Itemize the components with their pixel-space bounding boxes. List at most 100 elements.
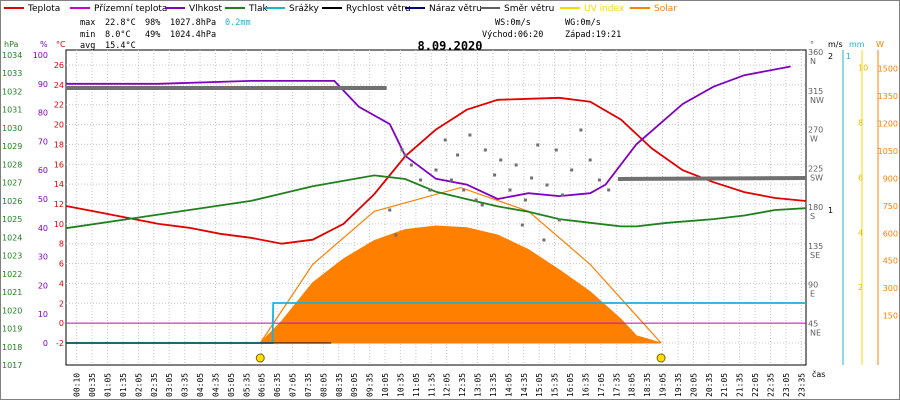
wind-direction-point [588,158,592,162]
w-tick: 900 [883,174,898,183]
x-tick-label: 00:35 [88,373,97,397]
uv-tick: 2 [858,283,863,292]
x-tick-label: 02:35 [150,373,159,397]
dir-card: E [810,290,815,299]
w-tick: 450 [883,257,898,266]
dir-tick: 225 [808,164,823,173]
x-tick-label: 06:05 [258,373,267,397]
wind-direction-point [400,148,404,152]
sun-marker [255,353,265,363]
mm-tick: 1 [846,52,851,61]
stats-sunrise: Východ:06:20 [482,30,543,40]
hpa-tick: 1026 [2,197,22,206]
pct-tick: 50 [38,195,48,204]
x-tick-label: 12:05 [443,373,452,397]
x-tick-label: 16:05 [566,373,575,397]
dir-tick: 270 [808,126,823,135]
x-tick-label: 16:35 [581,373,590,397]
dir-card: N [810,57,816,66]
hpa-tick: 1024 [2,233,22,242]
stats-block: max 22.8°C 98% 1027.8hPa 0.2mm min 8.0°C… [80,18,621,51]
legend: Teplota Přízemní teplota Vlhkost Tlak Srážky… [4,4,677,14]
temp-tick: 16 [54,160,64,169]
legend-label-1: Přízemní teplota [94,4,167,14]
series-layer [65,65,807,363]
wind-direction-point [449,178,453,182]
temp-tick: 4 [59,279,64,288]
sun-marker [656,353,666,363]
wind-direction-point [394,233,398,237]
x-tick-label: 09:05 [350,373,359,397]
dir-tick: 90 [808,281,818,290]
x-tick-label: 10:05 [381,373,390,397]
solar-theoretical-line [259,186,662,344]
hpa-tick: 1027 [2,179,22,188]
wind-direction-point [597,178,601,182]
x-tick-label: 04:05 [196,373,205,397]
temp-tick: 12 [54,200,64,209]
x-axis: 00:10 00:35 01:05 01:35 02:05 02:35 03:05 03:35… [73,369,826,397]
wind-direction-point [493,173,497,177]
x-tick-label: 05:05 [227,373,236,397]
hpa-tick: 1030 [2,124,22,133]
stats-max-hum: 98% [145,18,160,28]
stats-min-hum: 49% [145,30,160,40]
stats-min-label: min [80,30,95,40]
wind-direction-point [456,153,460,157]
wind-direction-point [557,218,561,222]
stats-max-temp: 22.8°C [105,18,136,28]
pct-tick: 100 [33,51,48,60]
dir-tick: 45 [808,319,818,328]
wind-direction-point [554,148,558,152]
legend-label-3: Tlak [248,4,269,14]
wind-direction-point [514,163,518,167]
legend-label-6: Náraz větru [429,4,482,14]
pct-tick: 20 [38,281,48,290]
hpa-tick: 1019 [2,325,22,334]
x-tick-label: 21:05 [720,373,729,397]
x-tick-label: 17:05 [597,373,606,397]
x-tick-label: 22:35 [766,373,775,397]
x-tick-label: 12:35 [458,373,467,397]
axes: 1034103310321031103010291028102710261025… [2,40,898,370]
hpa-tick: 1034 [2,51,22,60]
w-tick: 1200 [878,120,898,129]
x-tick-label: 20:35 [705,373,714,397]
dir-tick: 135 [808,242,823,251]
x-tick-label: 09:35 [366,373,375,397]
temp-tick: 24 [54,81,64,90]
pct-tick: 0 [43,339,48,348]
w-tick: 1050 [878,147,898,156]
x-tick-label: 19:05 [659,373,668,397]
solar-layer [259,186,662,344]
stats-avg-temp: 15.4°C [105,41,136,51]
hpa-tick: 1023 [2,252,22,261]
pct-tick: 60 [38,166,48,175]
wind-direction-point [542,238,546,242]
x-tick-label: 23:35 [797,373,806,397]
temp-tick: 14 [54,180,64,189]
hpa-tick: 1018 [2,343,22,352]
pct-tick: 30 [38,253,48,262]
uv-tick: 4 [858,228,863,237]
x-tick-label: 04:35 [211,373,220,397]
x-tick-label: 11:05 [412,373,421,397]
x-axis-unit: čas [812,369,825,379]
x-tick-label: 11:35 [427,373,436,397]
pct-tick: 80 [38,109,48,118]
x-tick-label: 21:35 [736,373,745,397]
temp-tick: 18 [54,140,64,149]
w-tick: 150 [883,312,898,321]
wind-direction-point [607,188,611,192]
temperature-line [65,96,807,245]
stats-min-temp: 8.0°C [105,30,131,40]
stats-wind-gust: WG:0m/s [565,18,601,28]
hpa-tick: 1029 [2,142,22,151]
axis-unit-mm_unit: mm [849,40,865,49]
wind-direction-point [443,138,447,142]
x-tick-label: 20:05 [689,373,698,397]
temp-tick: 26 [54,61,64,70]
wind-direction-point [434,168,438,172]
wind-direction-point [530,176,534,180]
